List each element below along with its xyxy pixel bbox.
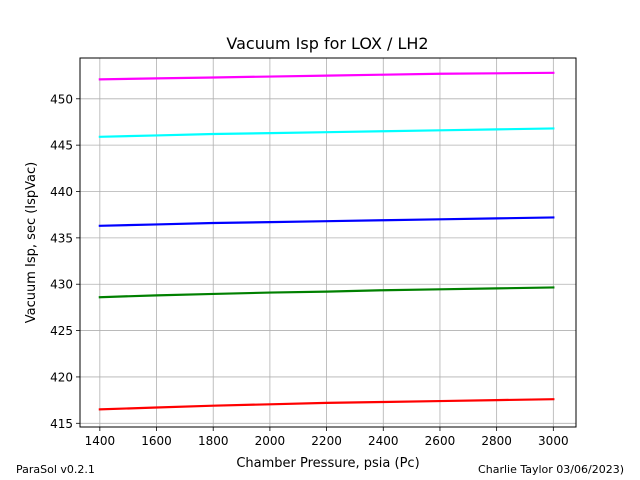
y-axis-label: Vacuum Isp, sec (IspVac) [24,162,39,323]
y-axis-ticks: 415 420 425 430 435 440 445 450 [50,92,80,431]
y-tick-label: 425 [50,324,73,338]
series-line-2 [98,216,555,227]
grid [80,58,576,427]
y-tick-label: 435 [50,231,73,245]
x-tick-label: 2000 [255,434,286,448]
y-tick-label: 440 [50,185,73,199]
series-line-3 [98,286,555,299]
x-tick-label: 1800 [198,434,229,448]
y-tick-label: 450 [50,92,73,106]
x-axis-label: Chamber Pressure, psia (Pc) [236,456,419,471]
x-tick-label: 1400 [85,434,116,448]
y-tick-label: 420 [50,370,73,384]
y-tick-label: 445 [50,139,73,153]
chart-title: Vacuum Isp for LOX / LH2 [226,34,428,53]
plot-frame [79,57,577,428]
series-line-1 [98,127,555,138]
x-tick-label: 2800 [481,434,512,448]
footer-author-date: Charlie Taylor 03/06/2023) [478,463,624,476]
y-tick-label: 415 [50,417,73,431]
x-tick-label: 2400 [368,434,399,448]
x-axis-ticks: 1400 1600 1800 2000 2200 2400 2600 2800 3000 [85,427,569,448]
x-tick-label: 1600 [141,434,172,448]
series-line-0 [98,71,555,81]
footer-version: ParaSol v0.2.1 [16,463,95,476]
x-tick-label: 3000 [538,434,569,448]
x-tick-label: 2600 [425,434,456,448]
y-tick-label: 430 [50,278,73,292]
series-line-4 [98,398,555,411]
x-tick-label: 2200 [311,434,342,448]
series-lines [98,71,555,411]
